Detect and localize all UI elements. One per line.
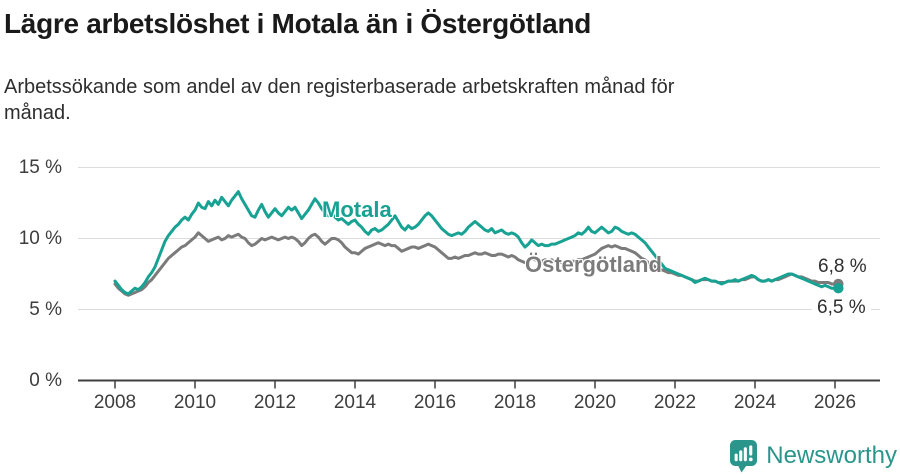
y-axis-label: 15 % <box>18 156 62 178</box>
series-label-motala: Motala <box>322 197 392 222</box>
x-axis-label: 2018 <box>493 392 537 413</box>
newsworthy-logo[interactable]: Newsworthy <box>729 439 897 473</box>
x-axis-label: 2008 <box>93 392 137 413</box>
x-axis-label: 2016 <box>413 392 457 413</box>
newsworthy-chart-bubble-icon <box>729 439 758 473</box>
page-title: Lägre arbetslöshet i Motala än i Östergö… <box>4 8 592 39</box>
x-axis-label: 2022 <box>653 392 697 413</box>
y-axis-label: 5 % <box>29 298 62 320</box>
end-value-motala: 6,5 % <box>812 297 871 319</box>
x-axis-label: 2010 <box>173 392 217 413</box>
y-axis-label: 0 % <box>29 369 62 391</box>
y-axis-label: 10 % <box>18 227 62 249</box>
x-axis-label: 2014 <box>333 392 377 413</box>
series-label-ostergotland: Östergötland <box>525 252 662 277</box>
chart-subtitle: Arbetssökande som andel av den registerb… <box>4 76 675 124</box>
x-axis-label: 2026 <box>813 392 857 413</box>
x-axis-label: 2024 <box>733 392 777 413</box>
end-value-ostergotland: 6,8 % <box>818 256 867 277</box>
x-axis-label: 2020 <box>573 392 617 413</box>
x-axis-label: 2012 <box>253 392 297 413</box>
newsworthy-logo-text: Newsworthy <box>766 442 897 469</box>
